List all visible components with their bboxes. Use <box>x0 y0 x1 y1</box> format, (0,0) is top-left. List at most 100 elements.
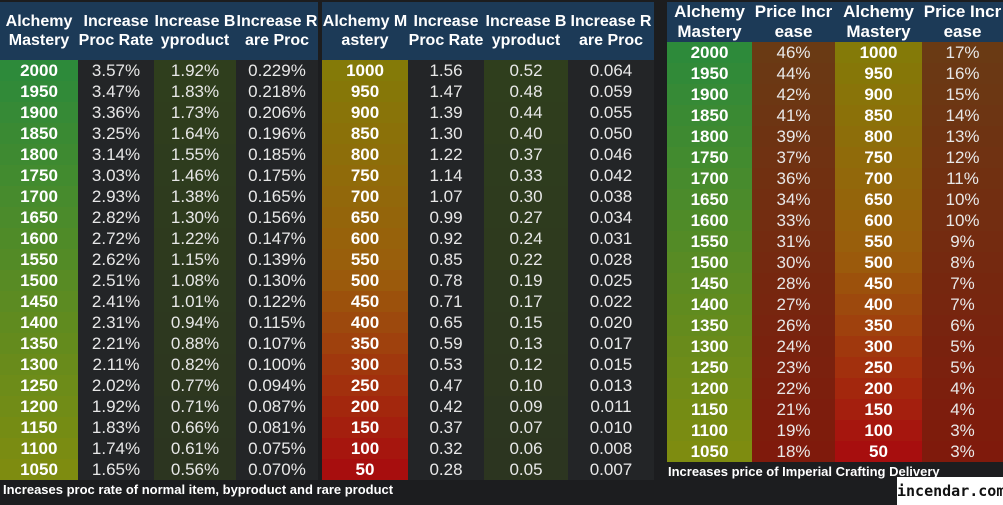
table-row: 1350 26% 350 6% <box>667 315 1003 336</box>
cell-increase-rare-proc: 0.010 <box>568 417 654 438</box>
cell-increase-byproduct: 1.01% <box>154 291 236 312</box>
table-row: 1100 19% 100 3% <box>667 420 1003 441</box>
cell-increase-rare-proc: 0.229% <box>236 60 318 81</box>
table-row: 950 1.47 0.48 0.059 <box>322 81 654 102</box>
cell-increase-byproduct: 1.73% <box>154 102 236 123</box>
cell-increase-proc-rate: 0.78 <box>408 270 484 291</box>
cell-alchemy-mastery: 500 <box>322 270 408 291</box>
cell-increase-rare-proc: 0.017 <box>568 333 654 354</box>
cell-increase-byproduct: 1.55% <box>154 144 236 165</box>
cell-alchemy-mastery: 1900 <box>0 102 78 123</box>
cell-increase-proc-rate: 2.62% <box>78 249 154 270</box>
table-row: 1050 18% 50 3% <box>667 441 1003 462</box>
cell-price-increase: 37% <box>752 147 835 168</box>
cell-increase-proc-rate: 2.11% <box>78 354 154 375</box>
table-row: 1750 37% 750 12% <box>667 147 1003 168</box>
cell-price-increase: 24% <box>752 336 835 357</box>
cell-increase-rare-proc: 0.130% <box>236 270 318 291</box>
cell-price-increase-2: 13% <box>922 126 1003 147</box>
cell-alchemy-mastery-2: 600 <box>835 210 922 231</box>
table-row: 650 0.99 0.27 0.034 <box>322 207 654 228</box>
cell-increase-byproduct: 1.46% <box>154 165 236 186</box>
cell-increase-rare-proc: 0.075% <box>236 438 318 459</box>
cell-alchemy-mastery: 1550 <box>0 249 78 270</box>
cell-increase-proc-rate: 3.47% <box>78 81 154 102</box>
cell-alchemy-mastery: 1100 <box>667 420 752 441</box>
table-body: 2000 3.57% 1.92% 0.229% 1950 3.47% 1.83% 0.218%… <box>0 60 318 480</box>
table-row: 1650 34% 650 10% <box>667 189 1003 210</box>
cell-price-increase-2: 9% <box>922 231 1003 252</box>
cell-alchemy-mastery: 1850 <box>667 105 752 126</box>
cell-increase-proc-rate: 0.37 <box>408 417 484 438</box>
table-row: 1250 23% 250 5% <box>667 357 1003 378</box>
table-row: 50 0.28 0.05 0.007 <box>322 459 654 480</box>
cell-alchemy-mastery: 1050 <box>667 441 752 462</box>
header-increase-proc-rate: Increase Proc Rate <box>408 2 484 60</box>
price-increase-table: Alchemy Mastery Price Increase Alchemy M… <box>667 2 1003 462</box>
cell-alchemy-mastery: 600 <box>322 228 408 249</box>
table-body: 1000 1.56 0.52 0.064 950 1.47 0.48 0.059 900 1.39… <box>322 60 654 480</box>
cell-increase-byproduct: 0.06 <box>484 438 568 459</box>
cell-alchemy-mastery: 400 <box>322 312 408 333</box>
table-row: 1700 2.93% 1.38% 0.165% <box>0 186 318 207</box>
cell-alchemy-mastery-2: 700 <box>835 168 922 189</box>
header-increase-byproduct: Increase Byproduct <box>154 2 236 60</box>
table-row: 1500 30% 500 8% <box>667 252 1003 273</box>
cell-price-increase-2: 5% <box>922 336 1003 357</box>
cell-increase-proc-rate: 0.92 <box>408 228 484 249</box>
cell-increase-byproduct: 0.12 <box>484 354 568 375</box>
cell-increase-rare-proc: 0.031 <box>568 228 654 249</box>
cell-alchemy-mastery: 1400 <box>667 294 752 315</box>
table-row: 500 0.78 0.19 0.025 <box>322 270 654 291</box>
cell-price-increase-2: 4% <box>922 399 1003 420</box>
cell-increase-rare-proc: 0.147% <box>236 228 318 249</box>
table-row: 1350 2.21% 0.88% 0.107% <box>0 333 318 354</box>
cell-price-increase-2: 12% <box>922 147 1003 168</box>
cell-increase-proc-rate: 3.14% <box>78 144 154 165</box>
cell-increase-proc-rate: 2.93% <box>78 186 154 207</box>
cell-increase-proc-rate: 1.56 <box>408 60 484 81</box>
cell-price-increase-2: 10% <box>922 210 1003 231</box>
brand-watermark: incendar.com <box>897 477 1003 505</box>
table-row: 600 0.92 0.24 0.031 <box>322 228 654 249</box>
cell-increase-rare-proc: 0.122% <box>236 291 318 312</box>
cell-increase-byproduct: 0.44 <box>484 102 568 123</box>
cell-increase-proc-rate: 0.59 <box>408 333 484 354</box>
cell-increase-byproduct: 1.92% <box>154 60 236 81</box>
cell-increase-proc-rate: 0.42 <box>408 396 484 417</box>
cell-increase-rare-proc: 0.007 <box>568 459 654 480</box>
cell-price-increase: 23% <box>752 357 835 378</box>
table-row: 1700 36% 700 11% <box>667 168 1003 189</box>
header-alchemy-mastery: Alchemy Mastery <box>667 2 752 42</box>
cell-increase-proc-rate: 2.51% <box>78 270 154 291</box>
cell-alchemy-mastery: 1100 <box>0 438 78 459</box>
cell-increase-rare-proc: 0.115% <box>236 312 318 333</box>
header-increase-rare-proc: Increase Rare Proc <box>236 2 318 60</box>
table-row: 1300 24% 300 5% <box>667 336 1003 357</box>
cell-increase-rare-proc: 0.139% <box>236 249 318 270</box>
cell-price-increase-2: 16% <box>922 63 1003 84</box>
cell-increase-proc-rate: 2.21% <box>78 333 154 354</box>
table-row: 450 0.71 0.17 0.022 <box>322 291 654 312</box>
table-row: 1950 44% 950 16% <box>667 63 1003 84</box>
cell-increase-proc-rate: 1.92% <box>78 396 154 417</box>
cell-increase-byproduct: 1.30% <box>154 207 236 228</box>
cell-price-increase-2: 4% <box>922 378 1003 399</box>
cell-increase-byproduct: 0.07 <box>484 417 568 438</box>
cell-price-increase-2: 10% <box>922 189 1003 210</box>
cell-alchemy-mastery: 1250 <box>0 375 78 396</box>
cell-alchemy-mastery: 1350 <box>667 315 752 336</box>
cell-increase-byproduct: 0.77% <box>154 375 236 396</box>
cell-price-increase-2: 5% <box>922 357 1003 378</box>
cell-alchemy-mastery: 1650 <box>0 207 78 228</box>
cell-price-increase-2: 3% <box>922 441 1003 462</box>
cell-increase-rare-proc: 0.028 <box>568 249 654 270</box>
cell-alchemy-mastery: 1750 <box>667 147 752 168</box>
cell-increase-byproduct: 0.82% <box>154 354 236 375</box>
cell-increase-byproduct: 0.30 <box>484 186 568 207</box>
cell-alchemy-mastery: 1800 <box>0 144 78 165</box>
cell-alchemy-mastery: 1850 <box>0 123 78 144</box>
table-row: 1850 41% 850 14% <box>667 105 1003 126</box>
cell-increase-byproduct: 0.40 <box>484 123 568 144</box>
cell-alchemy-mastery: 1200 <box>0 396 78 417</box>
